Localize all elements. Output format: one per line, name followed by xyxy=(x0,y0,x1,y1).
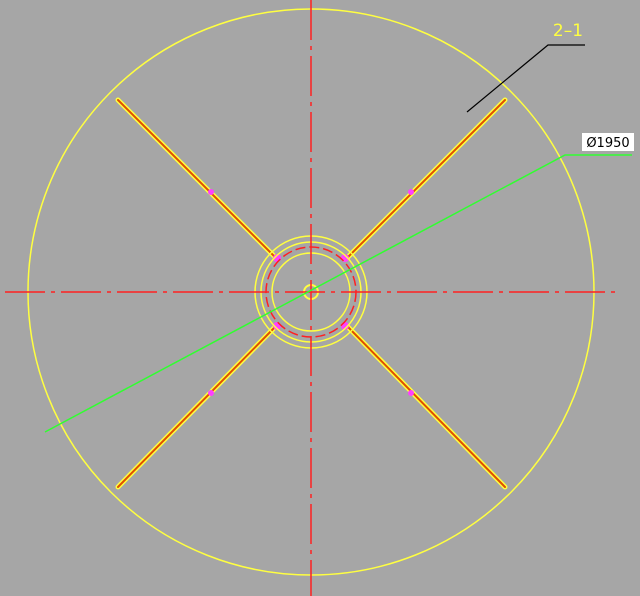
dimension-line xyxy=(44,154,632,433)
leader-line xyxy=(466,44,585,113)
spokes xyxy=(115,97,508,490)
part-label: 2–1 xyxy=(553,21,583,41)
center-lines xyxy=(5,0,615,596)
dimension-label-bg xyxy=(582,133,634,151)
dimension-label: Ø1950 xyxy=(586,136,629,151)
